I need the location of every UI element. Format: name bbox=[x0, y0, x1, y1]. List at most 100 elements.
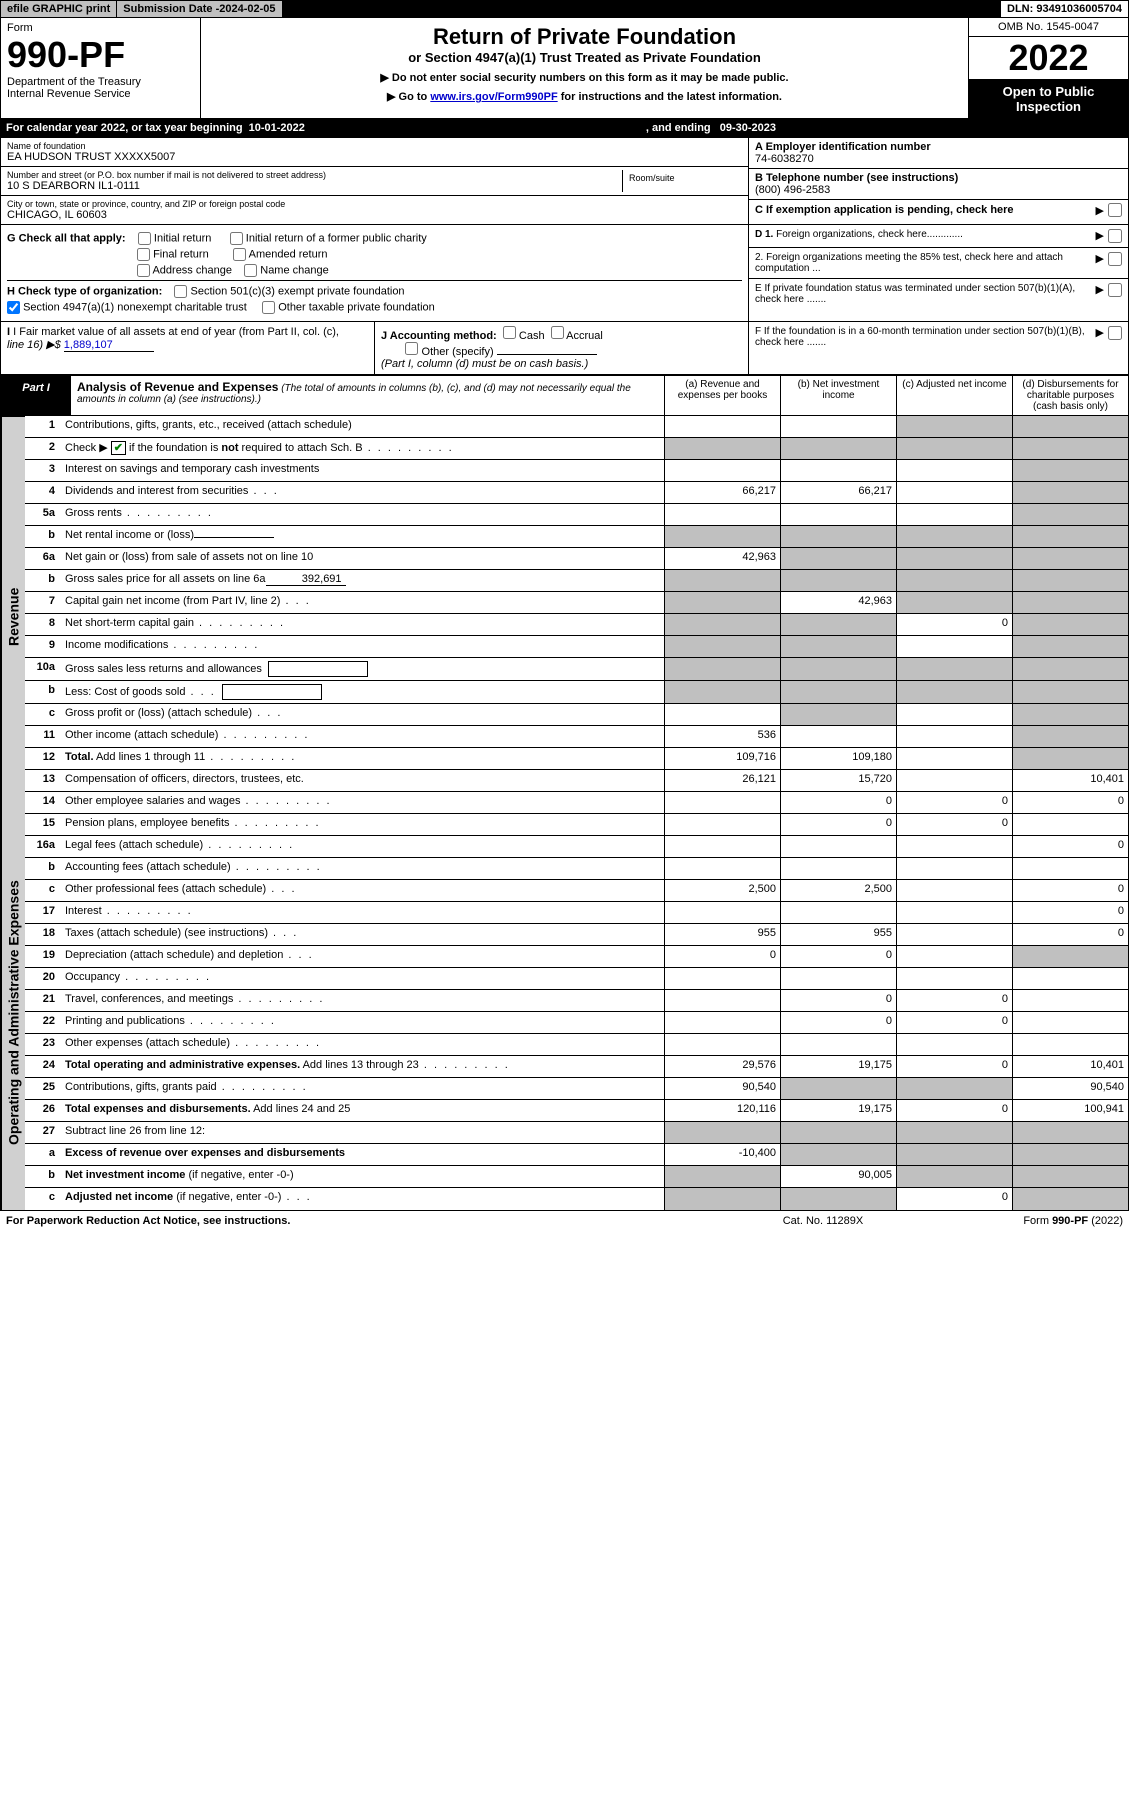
cell-d: 0 bbox=[1012, 902, 1128, 924]
cell-d bbox=[1012, 748, 1128, 770]
opt-other-tax: Other taxable private foundation bbox=[278, 301, 435, 313]
cell-a bbox=[664, 968, 780, 990]
cell-b bbox=[780, 1122, 896, 1144]
cell-c: 0 bbox=[896, 1188, 1012, 1210]
cell-d bbox=[1012, 614, 1128, 636]
row-num: 11 bbox=[25, 726, 61, 748]
row-desc: Contributions, gifts, grants paid bbox=[61, 1078, 664, 1100]
irs-link[interactable]: www.irs.gov/Form990PF bbox=[430, 91, 557, 103]
table-row: 15Pension plans, employee benefits00 bbox=[25, 814, 1128, 836]
cell-d bbox=[1012, 946, 1128, 968]
row-num: 20 bbox=[25, 968, 61, 990]
cell-b bbox=[780, 704, 896, 726]
chk-accrual[interactable] bbox=[551, 326, 564, 339]
chk-4947[interactable] bbox=[7, 301, 20, 314]
table-body: 1Contributions, gifts, grants, etc., rec… bbox=[25, 416, 1128, 1210]
chk-other-method[interactable] bbox=[405, 342, 418, 355]
cell-a bbox=[664, 614, 780, 636]
header-right: OMB No. 1545-0047 2022 Open to Public In… bbox=[968, 18, 1128, 118]
form-header: Form 990-PF Department of the Treasury I… bbox=[0, 18, 1129, 118]
cell-b bbox=[780, 460, 896, 482]
table-row: 13Compensation of officers, directors, t… bbox=[25, 770, 1128, 792]
chk-amended[interactable] bbox=[233, 248, 246, 261]
table-row: 2Check ▶ ✔ if the foundation is not requ… bbox=[25, 438, 1128, 460]
efile-print-button[interactable]: efile GRAPHIC print bbox=[1, 1, 117, 17]
row-desc: Net rental income or (loss) bbox=[61, 526, 664, 548]
cell-b bbox=[780, 968, 896, 990]
row-num: b bbox=[25, 570, 61, 592]
cell-a: 120,116 bbox=[664, 1100, 780, 1122]
row-desc: Contributions, gifts, grants, etc., rece… bbox=[61, 416, 664, 438]
cell-c bbox=[896, 1034, 1012, 1056]
row-desc: Interest bbox=[61, 902, 664, 924]
c-label: C If exemption application is pending, c… bbox=[755, 204, 1092, 216]
table-row: 16aLegal fees (attach schedule)0 bbox=[25, 836, 1128, 858]
chk-d1[interactable] bbox=[1108, 229, 1122, 243]
city-label: City or town, state or province, country… bbox=[7, 199, 742, 209]
row-num: 10a bbox=[25, 658, 61, 681]
cell-b bbox=[780, 902, 896, 924]
cell-a: 2,500 bbox=[664, 880, 780, 902]
cell-d bbox=[1012, 1122, 1128, 1144]
inline-box bbox=[268, 661, 368, 677]
table-row: bAccounting fees (attach schedule) bbox=[25, 858, 1128, 880]
e-text: E If private foundation status was termi… bbox=[755, 283, 1092, 305]
exemption-pending-checkbox[interactable] bbox=[1108, 203, 1122, 217]
form-title: Return of Private Foundation bbox=[211, 24, 958, 50]
cell-d bbox=[1012, 704, 1128, 726]
cell-c bbox=[896, 770, 1012, 792]
chk-name-change[interactable] bbox=[244, 264, 257, 277]
cell-b: 109,180 bbox=[780, 748, 896, 770]
cell-d: 0 bbox=[1012, 836, 1128, 858]
addr-label: Number and street (or P.O. box number if… bbox=[7, 170, 622, 180]
cell-b: 66,217 bbox=[780, 482, 896, 504]
cell-b: 0 bbox=[780, 946, 896, 968]
cell-a: 26,121 bbox=[664, 770, 780, 792]
chk-other-taxable[interactable] bbox=[262, 301, 275, 314]
cell-c bbox=[896, 1122, 1012, 1144]
chk-initial-former[interactable] bbox=[230, 232, 243, 245]
row-num: 19 bbox=[25, 946, 61, 968]
row-desc: Other income (attach schedule) bbox=[61, 726, 664, 748]
cell-a bbox=[664, 504, 780, 526]
chk-e[interactable] bbox=[1108, 283, 1122, 297]
chk-initial-return[interactable] bbox=[138, 232, 151, 245]
row-num: 13 bbox=[25, 770, 61, 792]
table-row: 19Depreciation (attach schedule) and dep… bbox=[25, 946, 1128, 968]
irs-label: Internal Revenue Service bbox=[7, 88, 194, 100]
cell-a bbox=[664, 858, 780, 880]
goto-suffix: for instructions and the latest informat… bbox=[561, 91, 782, 103]
chk-final-return[interactable] bbox=[137, 248, 150, 261]
row-desc: Other expenses (attach schedule) bbox=[61, 1034, 664, 1056]
table-row: 27Subtract line 26 from line 12: bbox=[25, 1122, 1128, 1144]
row-num: 21 bbox=[25, 990, 61, 1012]
cell-c bbox=[896, 902, 1012, 924]
cell-a bbox=[664, 1012, 780, 1034]
part1-header-row: Part I Analysis of Revenue and Expenses … bbox=[0, 375, 1129, 416]
table-row: 4Dividends and interest from securities6… bbox=[25, 482, 1128, 504]
row-num: b bbox=[25, 1166, 61, 1188]
chk-501c3[interactable] bbox=[174, 285, 187, 298]
phone-row: B Telephone number (see instructions) (8… bbox=[749, 169, 1128, 200]
row-num: b bbox=[25, 526, 61, 548]
cell-d bbox=[1012, 526, 1128, 548]
table-row: 11Other income (attach schedule)536 bbox=[25, 726, 1128, 748]
cell-d bbox=[1012, 482, 1128, 504]
table-row: 10aGross sales less returns and allowanc… bbox=[25, 658, 1128, 681]
cell-b bbox=[780, 1078, 896, 1100]
cell-c bbox=[896, 880, 1012, 902]
table-row: cAdjusted net income (if negative, enter… bbox=[25, 1188, 1128, 1210]
row-desc: Subtract line 26 from line 12: bbox=[61, 1122, 664, 1144]
cell-c bbox=[896, 748, 1012, 770]
row-num: 8 bbox=[25, 614, 61, 636]
chk-cash[interactable] bbox=[503, 326, 516, 339]
cell-c bbox=[896, 504, 1012, 526]
row-desc: Gross sales less returns and allowances bbox=[61, 658, 664, 681]
chk-address-change[interactable] bbox=[137, 264, 150, 277]
row-num: 16a bbox=[25, 836, 61, 858]
form-word: Form bbox=[7, 22, 194, 34]
g-label: G Check all that apply: bbox=[7, 232, 126, 244]
ein-row: A Employer identification number 74-6038… bbox=[749, 138, 1128, 169]
chk-f[interactable] bbox=[1108, 326, 1122, 340]
chk-d2[interactable] bbox=[1108, 252, 1122, 266]
